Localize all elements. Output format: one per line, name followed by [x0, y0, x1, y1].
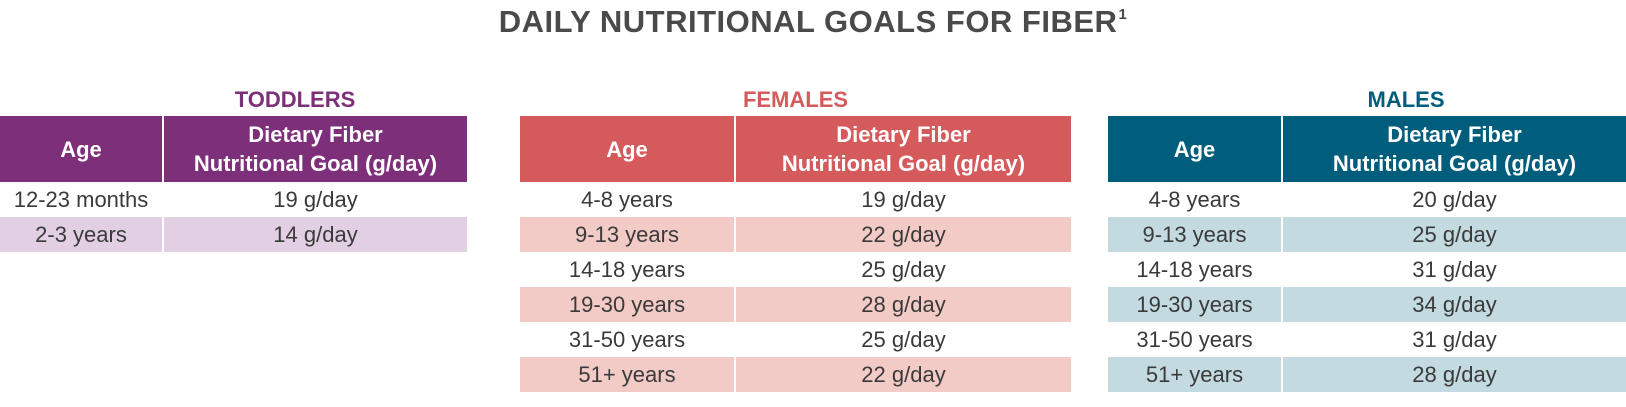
goal-cell: 31 g/day: [1281, 252, 1626, 287]
page-title: DAILY NUTRITIONAL GOALS FOR FIBER1: [0, 4, 1626, 40]
goal-header-line2: Nutritional Goal (g/day): [781, 151, 1026, 176]
goal-cell: 22 g/day: [734, 357, 1071, 392]
age-cell: 9-13 years: [1108, 217, 1282, 252]
goal-header-line1: Dietary Fiber: [248, 122, 383, 147]
table-header-row: Age Dietary Fiber Nutritional Goal (g/day…: [520, 116, 1071, 182]
age-header: Age: [1108, 116, 1282, 182]
males-section: MALES Age Dietary Fiber Nutritional Goal …: [1108, 84, 1626, 392]
goal-header: Dietary Fiber Nutritional Goal (g/day): [1281, 116, 1626, 182]
goal-cell: 28 g/day: [734, 287, 1071, 322]
goal-cell: 20 g/day: [1281, 182, 1626, 217]
age-cell: 31-50 years: [568, 326, 686, 352]
toddlers-section: TODDLERS Age Dietary Fiber Nutritional Go…: [0, 84, 484, 252]
table-row: 19-30 years 28 g/day: [520, 287, 1071, 322]
table-row: 31-50 years 25 g/day: [520, 322, 1071, 357]
females-section: FEMALES Age Dietary Fiber Nutritional Goa…: [520, 84, 1071, 392]
goal-header: Dietary Fiber Nutritional Goal (g/day): [162, 116, 467, 182]
age-cell: 2-3 years: [0, 217, 163, 252]
table-row: 51+ years 28 g/day: [1108, 357, 1626, 392]
age-cell: 51+ years: [1108, 357, 1282, 392]
table-row: 9-13 years 25 g/day: [1108, 217, 1626, 252]
goal-header-line1: Dietary Fiber: [1387, 122, 1522, 147]
goal-cell: 22 g/day: [734, 217, 1071, 252]
table-row: 9-13 years 22 g/day: [520, 217, 1071, 252]
table-row: 31-50 years 31 g/day: [1108, 322, 1626, 357]
table-header-row: Age Dietary Fiber Nutritional Goal (g/day…: [1108, 116, 1626, 182]
goal-cell: 28 g/day: [1281, 357, 1626, 392]
age-cell: 31-50 years: [1136, 326, 1253, 352]
goal-header-line2: Nutritional Goal (g/day): [1332, 151, 1577, 176]
table-row: 51+ years 22 g/day: [520, 357, 1071, 392]
toddlers-table: Age Dietary Fiber Nutritional Goal (g/day…: [0, 116, 467, 252]
goal-header: Dietary Fiber Nutritional Goal (g/day): [734, 116, 1071, 182]
table-row: 14-18 years 25 g/day: [520, 252, 1071, 287]
age-cell: 4-8 years: [581, 186, 673, 212]
goal-header-line1: Dietary Fiber: [836, 122, 971, 147]
toddlers-title: TODDLERS: [234, 87, 356, 112]
age-header: Age: [520, 116, 735, 182]
age-cell: 14-18 years: [1136, 256, 1253, 282]
age-cell: 12-23 months: [13, 186, 149, 212]
goal-header-line2: Nutritional Goal (g/day): [193, 151, 438, 176]
goal-cell: 25 g/day: [1281, 217, 1626, 252]
females-table: Age Dietary Fiber Nutritional Goal (g/day…: [520, 116, 1071, 392]
table-row: 19-30 years 34 g/day: [1108, 287, 1626, 322]
age-cell: 4-8 years: [1148, 186, 1241, 212]
goal-cell: 25 g/day: [734, 322, 1071, 357]
goal-cell: 14 g/day: [162, 217, 467, 252]
age-cell: 19-30 years: [520, 287, 735, 322]
goal-cell: 25 g/day: [734, 252, 1071, 287]
table-header-row: Age Dietary Fiber Nutritional Goal (g/day…: [0, 116, 467, 182]
age-cell: 9-13 years: [520, 217, 735, 252]
males-title: MALES: [1367, 87, 1445, 112]
table-row: 14-18 years 31 g/day: [1108, 252, 1626, 287]
table-row: 4-8 years 19 g/day: [520, 182, 1071, 217]
goal-cell: 19 g/day: [734, 182, 1071, 217]
goal-cell: 31 g/day: [1281, 322, 1626, 357]
goal-cell: 19 g/day: [162, 182, 467, 217]
title-footnote: 1: [1118, 6, 1128, 23]
females-title: FEMALES: [742, 87, 849, 112]
age-cell: 14-18 years: [568, 256, 686, 282]
table-row: 2-3 years 14 g/day: [0, 217, 467, 252]
age-header: Age: [0, 116, 163, 182]
males-table: Age Dietary Fiber Nutritional Goal (g/day…: [1108, 116, 1626, 392]
age-cell: 19-30 years: [1108, 287, 1282, 322]
goal-cell: 34 g/day: [1281, 287, 1626, 322]
page-title-text: DAILY NUTRITIONAL GOALS FOR FIBER: [498, 4, 1118, 39]
table-row: 12-23 months 19 g/day: [0, 182, 467, 217]
table-row: 4-8 years 20 g/day: [1108, 182, 1626, 217]
age-cell: 51+ years: [520, 357, 735, 392]
